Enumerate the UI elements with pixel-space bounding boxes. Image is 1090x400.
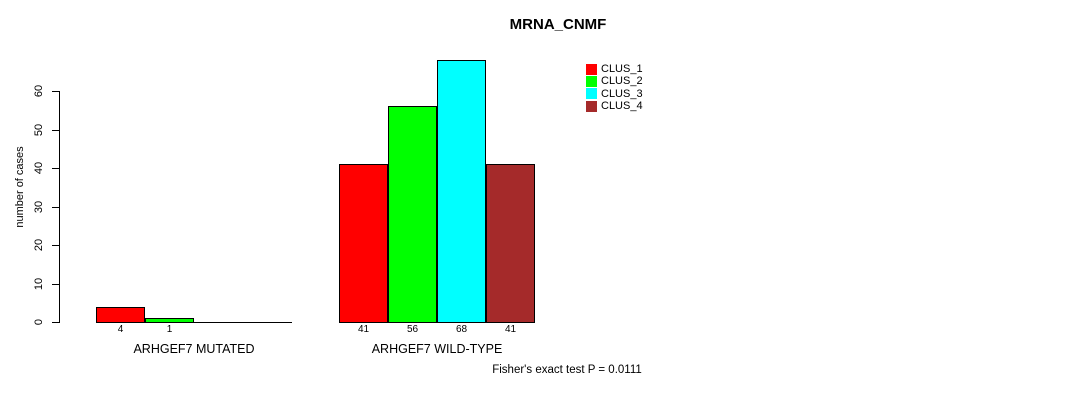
bar-value-label: 4 <box>117 324 124 335</box>
bar-clus_4 <box>486 164 535 323</box>
y-tick-mark <box>52 168 59 169</box>
y-axis-line <box>59 91 60 323</box>
x-category-label: ARHGEF7 MUTATED <box>133 342 255 356</box>
y-tick-mark <box>52 245 59 246</box>
y-tick-label: 10 <box>33 277 45 291</box>
zero-height-bar-clus_4 <box>243 322 292 323</box>
legend-label: CLUS_3 <box>601 87 643 100</box>
x-category-label: ARHGEF7 WILD-TYPE <box>371 342 503 356</box>
legend-swatch-icon <box>586 63 597 75</box>
y-tick-mark <box>52 130 59 131</box>
bar-value-label: 41 <box>357 324 370 335</box>
bar-value-label: 56 <box>406 324 419 335</box>
bar-value-label: 41 <box>504 324 517 335</box>
legend-item: CLUS_4 <box>586 100 643 112</box>
bar-value-label: 1 <box>166 324 173 335</box>
bar-clus_3 <box>437 60 486 323</box>
legend-swatch-icon <box>586 88 597 100</box>
legend-swatch-icon <box>586 75 597 87</box>
legend-item: CLUS_3 <box>586 88 643 100</box>
legend: CLUS_1 CLUS_2 CLUS_3 CLUS_4 <box>586 63 643 112</box>
chart-title: MRNA_CNMF <box>509 16 607 33</box>
y-tick-label: 40 <box>33 161 45 175</box>
y-tick-label: 30 <box>33 200 45 214</box>
bar-clus_1 <box>96 307 145 323</box>
legend-swatch-icon <box>586 100 597 112</box>
y-axis-label: number of cases <box>14 146 26 228</box>
y-tick-mark <box>52 322 59 323</box>
legend-label: CLUS_2 <box>601 75 643 88</box>
zero-height-bar-clus_3 <box>194 322 243 323</box>
legend-label: CLUS_1 <box>601 63 643 76</box>
y-tick-mark <box>52 207 59 208</box>
y-tick-label: 20 <box>33 238 45 252</box>
legend-item: CLUS_2 <box>586 75 643 87</box>
y-tick-label: 0 <box>33 318 45 326</box>
y-tick-label: 50 <box>33 123 45 137</box>
bar-clus_2 <box>388 106 437 323</box>
bar-value-label: 68 <box>455 324 468 335</box>
y-tick-mark <box>52 284 59 285</box>
bar-clus_1 <box>339 164 388 323</box>
annotation-text: Fisher's exact test P = 0.0111 <box>492 364 642 376</box>
legend-label: CLUS_4 <box>601 100 643 113</box>
y-tick-mark <box>52 91 59 92</box>
legend-item: CLUS_1 <box>586 63 643 75</box>
y-tick-label: 60 <box>33 84 45 98</box>
bar-clus_2 <box>145 318 194 323</box>
